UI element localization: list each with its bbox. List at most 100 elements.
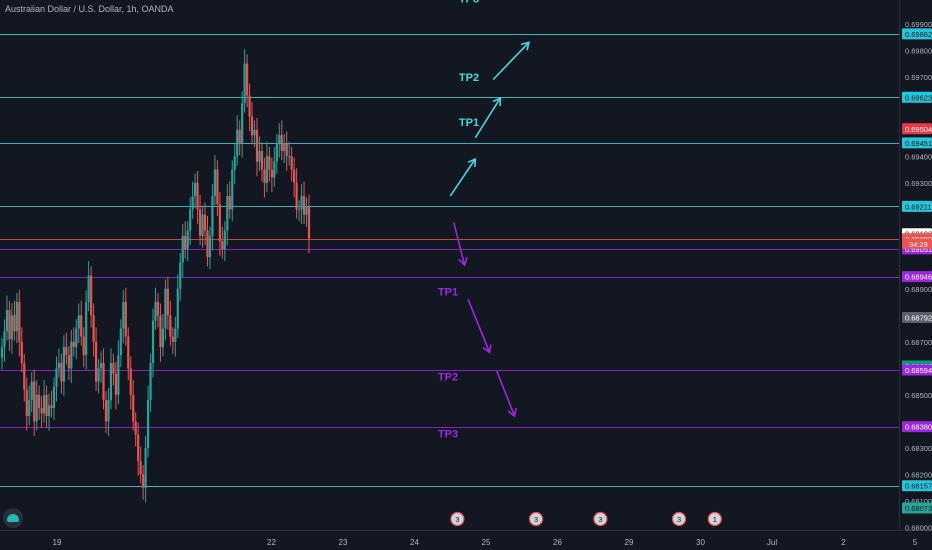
event-markers[interactable]: 3 3 3 3 1	[450, 511, 722, 527]
candle-body	[30, 381, 33, 401]
candle-body	[226, 196, 229, 231]
tradingview-logo-icon[interactable]	[3, 508, 23, 528]
candle-body	[15, 302, 18, 332]
candle-body	[206, 230, 209, 258]
candle-body	[198, 209, 202, 236]
candle-body	[144, 447, 147, 488]
candle-body	[52, 386, 56, 409]
candle-body	[25, 389, 28, 417]
target-label-bear-4: TP2	[438, 371, 458, 383]
price-tick-label: 0.69800	[905, 46, 932, 55]
candle-body	[129, 368, 132, 395]
candle-body	[307, 206, 311, 239]
candle-body	[85, 302, 88, 356]
candle-body	[122, 302, 125, 329]
time-tick-label: 2	[841, 538, 846, 547]
candle-body	[72, 341, 75, 348]
candle-body	[268, 156, 271, 170]
price-badge-11	[902, 364, 932, 376]
candle-body	[283, 143, 286, 152]
candle-body	[10, 315, 14, 340]
candle-body	[65, 347, 68, 356]
candle-body	[97, 368, 100, 382]
price-badge-label: 0.69504	[905, 125, 932, 134]
price-axis[interactable]: 0.69900 0.69800 0.69700 0.69400 0.69300 0.689…	[905, 20, 932, 533]
candle-body	[159, 315, 162, 348]
candle-body	[196, 182, 199, 210]
candle-body	[57, 363, 61, 369]
arrowhead-icon	[482, 344, 492, 354]
candle-body	[137, 434, 140, 462]
candle-body	[246, 63, 249, 96]
candle-body	[112, 363, 115, 374]
arrowhead-icon	[520, 41, 530, 51]
candle-body	[104, 400, 108, 422]
candle-body	[164, 288, 167, 329]
time-tick-label: 23	[339, 538, 348, 547]
event-count-label: 3	[598, 515, 602, 524]
candle-body	[75, 328, 78, 348]
time-tick-label: 29	[625, 538, 634, 547]
candle-body	[273, 161, 276, 178]
candle-body	[156, 302, 160, 316]
candle-body	[213, 169, 217, 197]
projection-arrow-2	[492, 41, 530, 81]
event-badge-icon[interactable]	[671, 511, 687, 527]
candle-body	[107, 400, 110, 422]
time-tick-label: 30	[696, 538, 705, 547]
candle-body	[154, 302, 157, 321]
candle-body	[99, 363, 103, 369]
symbol-title: Australian Dollar / U.S. Dollar, 1h, OAN…	[5, 4, 174, 14]
candle-body	[265, 156, 269, 183]
candle-body	[5, 310, 9, 332]
target-label-bear-3: TP1	[438, 287, 458, 299]
event-badge-icon[interactable]	[707, 511, 722, 527]
price-badge-label: 0.69451	[905, 139, 932, 148]
candle-body	[191, 196, 194, 210]
candle-body	[109, 363, 113, 401]
candle-body	[221, 241, 224, 250]
candle-body	[189, 209, 192, 231]
price-badge-1	[902, 91, 932, 103]
candle-body	[285, 143, 288, 157]
arrowhead-icon	[467, 157, 477, 168]
time-tick-label: 25	[482, 538, 491, 547]
candle-body	[127, 336, 130, 369]
candle-body	[208, 235, 212, 258]
candle-body	[253, 129, 256, 136]
candle-body	[290, 156, 293, 170]
price-badge-label: 0.68792	[905, 313, 932, 322]
event-badge-icon[interactable]	[528, 511, 544, 527]
candle-body	[142, 474, 145, 488]
candle-body	[184, 235, 187, 250]
candle-body	[70, 341, 73, 369]
candles	[0, 49, 311, 503]
candle-body	[233, 156, 236, 170]
candle-body	[302, 196, 306, 215]
candle-body	[231, 169, 234, 210]
candle-body	[8, 310, 11, 340]
candle-body	[203, 214, 207, 231]
event-badge-icon[interactable]	[450, 511, 465, 527]
countdown-label: 34:29	[909, 240, 928, 249]
candle-body	[297, 209, 301, 211]
candle-body	[263, 169, 266, 183]
price-badge-9	[902, 311, 932, 323]
candle-body	[211, 196, 214, 236]
candle-body	[174, 328, 177, 342]
time-tick-label: 19	[53, 538, 62, 547]
price-badge-label: 0.68380	[905, 423, 932, 432]
time-axis[interactable]: 1922232425262930Jul256	[53, 538, 932, 547]
candle-body	[166, 288, 169, 316]
price-badges: 0.698620.696230.695040.694510.692110.691…	[902, 28, 932, 514]
price-badge-label: 0.68157	[905, 482, 932, 491]
candle-body	[3, 331, 6, 348]
candle-body	[18, 302, 21, 342]
candle-body	[132, 394, 135, 422]
arrowhead-icon	[507, 408, 517, 418]
candle-body	[238, 129, 241, 144]
candle-body	[194, 182, 197, 197]
candle-body	[248, 95, 251, 117]
event-badge-icon[interactable]	[593, 511, 608, 527]
